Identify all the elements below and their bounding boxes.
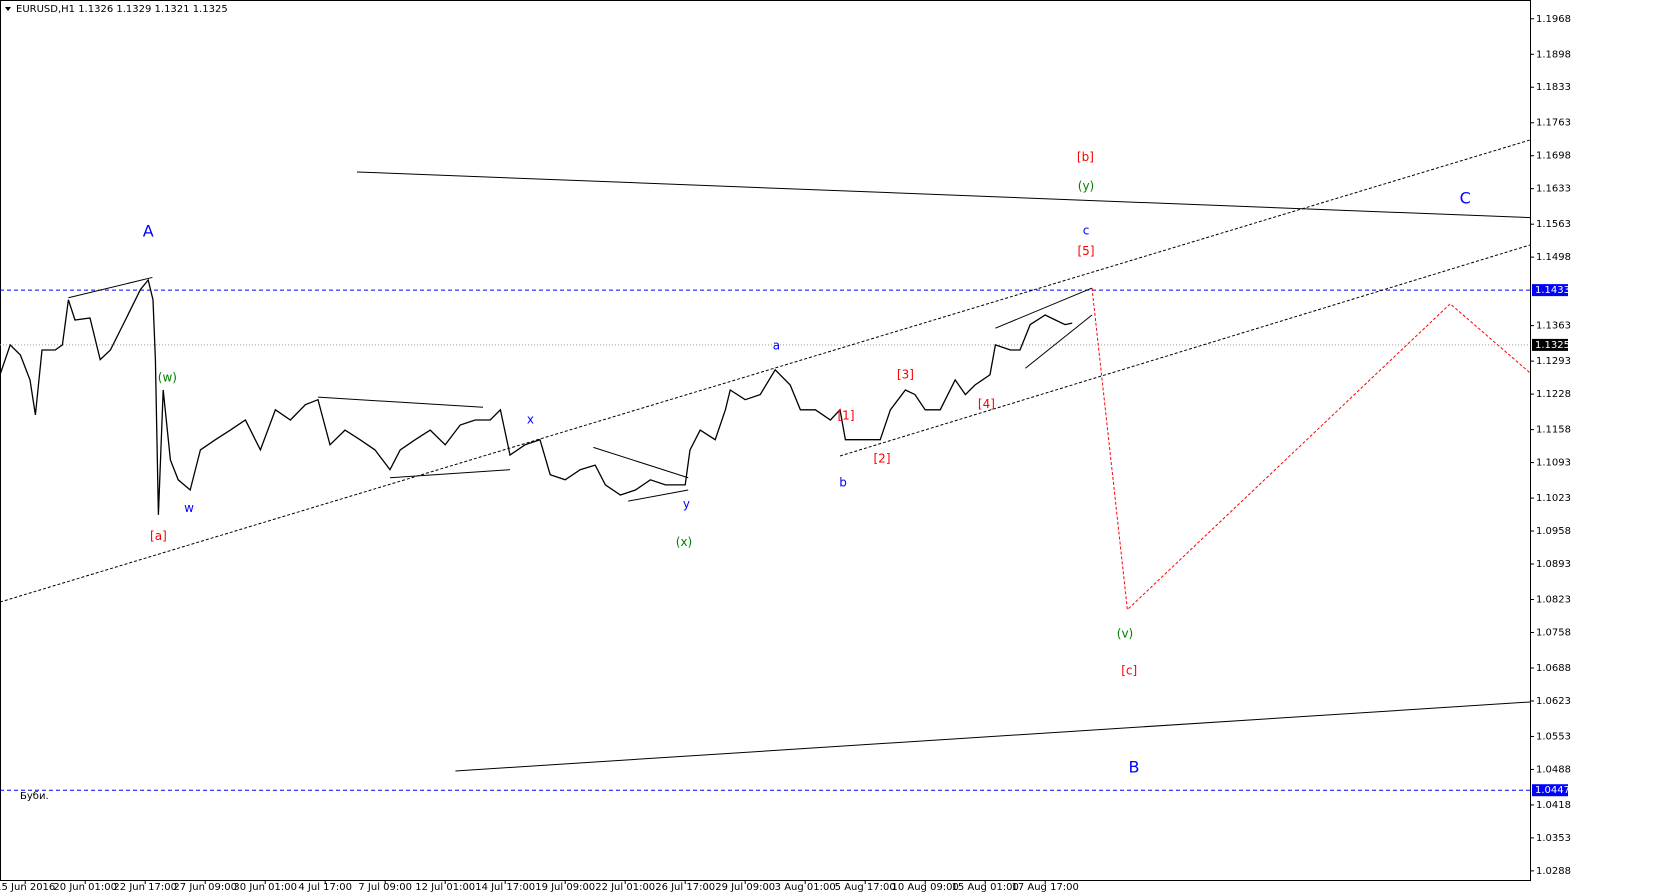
x-tick-label: 19 Jul 09:00 [535,882,595,893]
x-tick-label: 27 Jun 09:00 [173,882,237,893]
x-tick-label: 12 Jul 01:00 [415,882,475,893]
y-tick-label: 1.1898 [1536,49,1571,60]
wave-label: (w) [158,370,177,384]
x-tick-label: 29 Jul 09:00 [715,882,775,893]
wave-label: b [839,475,847,489]
y-tick-label: 1.1093 [1536,458,1571,469]
level-label: 1.0447 [1535,785,1570,796]
wave-label: A [143,221,154,240]
plot-frame [0,0,1531,881]
trend-line [839,244,1531,457]
y-tick-label: 1.0758 [1536,627,1571,638]
y-tick-label: 1.1563 [1536,219,1571,230]
trend-line [389,469,511,479]
y-tick-label: 1.1293 [1536,356,1571,367]
level-label: 1.1325 [1535,340,1570,351]
x-tick-label: 14 Jul 17:00 [475,882,535,893]
chart-title: EURUSD,H1 1.1326 1.1329 1.1321 1.1325 [16,4,228,15]
trend-line [455,701,1531,772]
y-tick-label: 1.0823 [1536,595,1571,606]
wave-label: C [1460,188,1471,207]
x-tick-label: 7 Jul 09:00 [358,882,412,893]
y-tick-label: 1.1363 [1536,321,1571,332]
x-tick-label: 5 Aug 17:00 [835,882,896,893]
y-tick-label: 1.0958 [1536,526,1571,537]
trend-line [356,171,1531,219]
x-tick-label: 26 Jul 17:00 [655,882,715,893]
y-tick-label: 1.1833 [1536,82,1571,93]
y-tick-label: 1.1633 [1536,184,1571,195]
trend-line [68,276,153,299]
wave-label: [a] [150,529,167,543]
trend-line [317,396,484,408]
y-tick-label: 1.0288 [1536,866,1571,877]
y-tick-label: 1.0488 [1536,764,1571,775]
x-tick-label: 15 Aug 01:00 [951,882,1018,893]
x-tick-label: 22 Jun 17:00 [113,882,177,893]
trend-line [0,139,1531,603]
y-tick-label: 1.1228 [1536,389,1571,400]
trend-line [1091,288,1531,611]
x-tick-label: 17 Aug 17:00 [1011,882,1078,893]
level-label-box [1532,338,1568,351]
y-tick-label: 1.0418 [1536,800,1571,811]
wave-label: y [683,497,690,511]
level-label: 1.1433 [1535,285,1570,296]
wave-label: [1] [838,408,855,422]
x-tick-label: 22 Jul 01:00 [595,882,655,893]
wave-label: B [1129,757,1140,776]
y-tick-label: 1.0893 [1536,559,1571,570]
wave-label: c [1083,223,1090,237]
x-tick-label: 10 Aug 09:00 [891,882,958,893]
y-tick-label: 1.1023 [1536,493,1571,504]
price-line [0,278,1073,515]
level-label-box [1532,284,1568,297]
wave-label: [c] [1121,664,1137,678]
y-tick-label: 1.0623 [1536,696,1571,707]
wave-label: (v) [1117,627,1133,641]
x-tick-label: 15 Jun 2016 [0,882,55,893]
y-tick-label: 1.1763 [1536,118,1571,129]
y-tick-label: 1.0353 [1536,833,1571,844]
wave-label: [2] [874,452,891,466]
y-tick-label: 1.1968 [1536,14,1571,25]
wave-label: [3] [897,367,914,381]
x-tick-label: 30 Jun 01:00 [233,882,297,893]
caption: Буби. [20,791,49,802]
wave-label: (y) [1078,179,1094,193]
trend-line [593,446,689,479]
x-tick-label: 3 Aug 01:00 [775,882,836,893]
y-tick-label: 1.1498 [1536,252,1571,263]
wave-label: [b] [1077,150,1094,164]
x-tick-label: 20 Jun 01:00 [53,882,117,893]
y-tick-label: 1.0553 [1536,731,1571,742]
wave-label: [4] [978,397,995,411]
trend-line [995,287,1093,329]
y-tick-label: 1.0688 [1536,663,1571,674]
wave-label: a [773,338,780,352]
trend-line [1025,314,1093,369]
wave-label: [5] [1078,244,1095,258]
y-tick-label: 1.1158 [1536,425,1571,436]
y-tick-label: 1.1698 [1536,151,1571,162]
wave-label: x [527,412,534,426]
wave-label: w [184,501,194,515]
menu-arrow [5,7,11,11]
level-label-box [1532,784,1568,797]
wave-label: (x) [676,535,692,549]
trend-line [628,489,689,502]
x-tick-label: 4 Jul 17:00 [298,882,352,893]
